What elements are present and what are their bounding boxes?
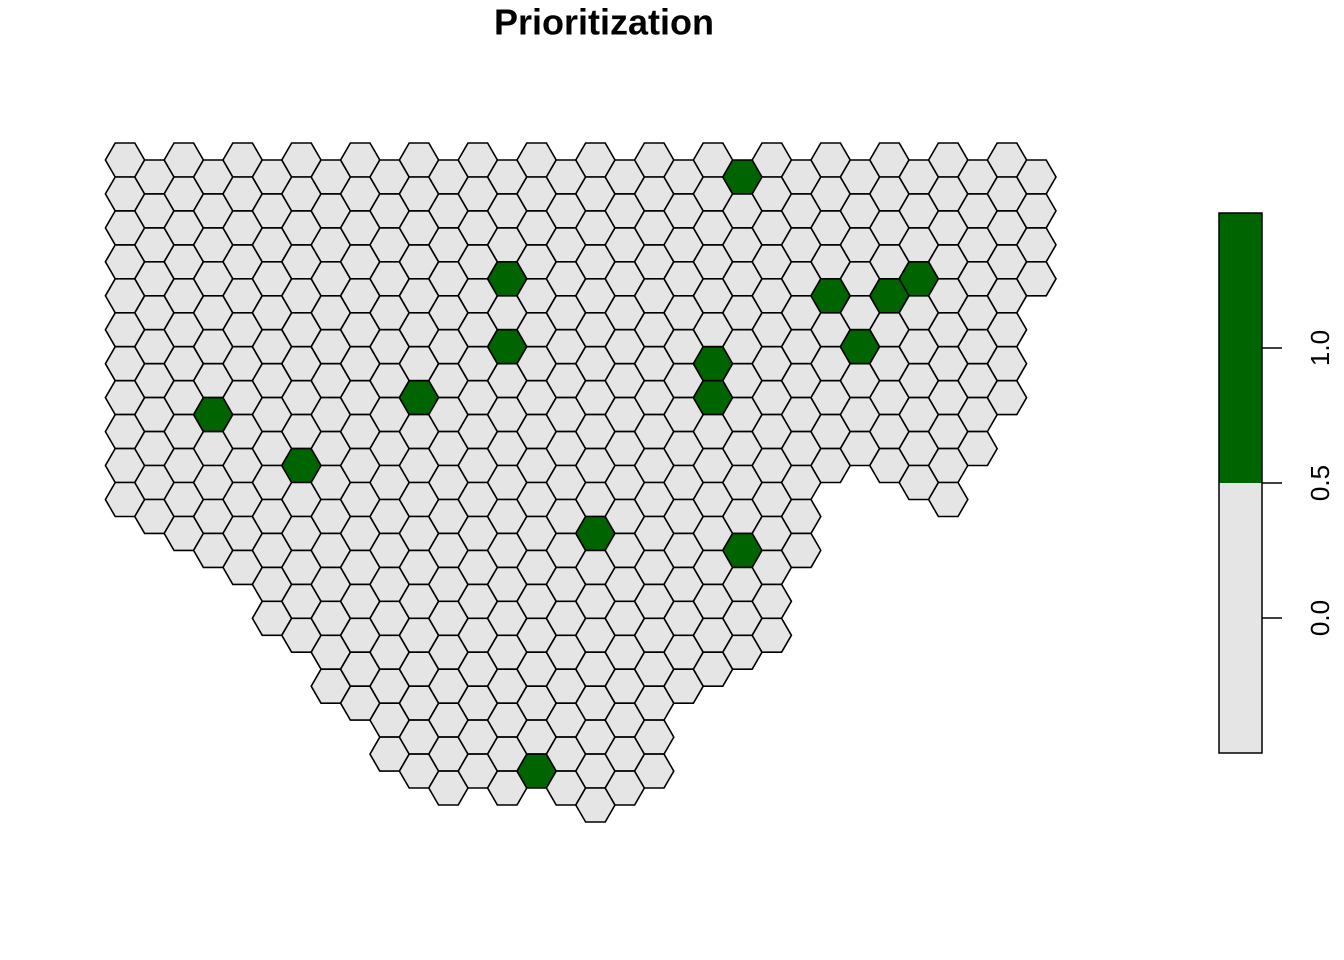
legend-swatch (1219, 213, 1262, 483)
map-title: Prioritization (494, 2, 714, 43)
legend: 0.0 0.5 1.0 (1218, 212, 1335, 754)
hex-cell (633, 753, 675, 789)
legend-tick-label: 1.0 (1305, 330, 1335, 366)
hex-cell (751, 617, 793, 654)
legend-tick-label: 0.5 (1305, 465, 1335, 501)
hex-cell (986, 379, 1028, 416)
hex-grid (104, 142, 1057, 823)
hex-cell (1015, 260, 1057, 297)
legend-tick-label: 0.0 (1305, 600, 1335, 636)
hex-cell (780, 532, 822, 569)
hex-cell (927, 481, 969, 518)
legend-swatch (1219, 483, 1262, 753)
hex-cell (957, 430, 999, 467)
